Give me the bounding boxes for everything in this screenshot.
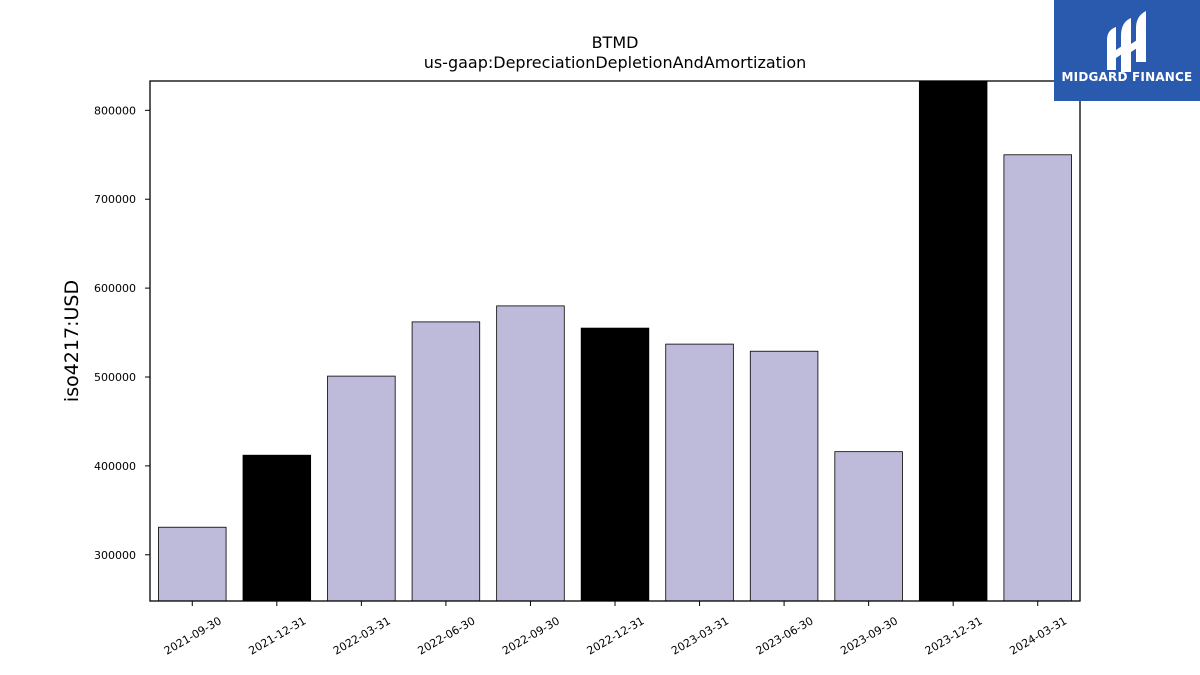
y-axis: 300000 400000 500000 600000 700000 800000 (94, 104, 150, 562)
bar-2021-12-31 (242, 454, 312, 602)
bar-2024-03-31 (1003, 154, 1072, 602)
x-tick-label: 2023-03-31 (669, 614, 731, 657)
bar-2022-03-31 (327, 375, 396, 602)
bar-2023-06-30 (749, 350, 819, 602)
x-tick-label: 2021-09-30 (162, 614, 224, 657)
x-tick-label: 2023-12-31 (923, 614, 985, 657)
chart-title: BTMD (592, 33, 639, 52)
y-tick-label: 700000 (94, 193, 136, 206)
y-axis-label: iso4217:USD (61, 280, 83, 402)
x-tick-label: 2023-09-30 (838, 614, 900, 657)
y-tick-label: 400000 (94, 460, 136, 473)
bar-2022-06-30 (411, 321, 481, 602)
logo-text: MIDGARD FINANCE (1062, 70, 1193, 84)
x-tick-label: 2024-03-31 (1007, 614, 1069, 657)
x-axis: 2021-09-30 2021-12-31 2022-03-31 2022-06-30… (162, 601, 1069, 658)
bars (158, 80, 1072, 602)
x-tick-label: 2022-12-31 (585, 614, 647, 657)
bar-2022-09-30 (496, 305, 565, 602)
y-tick-label: 500000 (94, 371, 136, 384)
y-tick-label: 300000 (94, 549, 136, 562)
bar-2021-09-30 (158, 526, 227, 602)
x-tick-label: 2022-06-30 (416, 614, 478, 657)
y-tick-label: 600000 (94, 282, 136, 295)
y-tick-label: 800000 (94, 104, 136, 117)
x-tick-label: 2022-09-30 (500, 614, 562, 657)
bar-2023-03-31 (665, 343, 734, 602)
bar-2022-12-31 (580, 327, 650, 602)
x-tick-label: 2022-03-31 (331, 614, 393, 657)
bar-2023-09-30 (834, 451, 903, 602)
chart-subtitle: us-gaap:DepreciationDepletionAndAmortiza… (424, 53, 807, 72)
x-tick-label: 2023-06-30 (754, 614, 816, 657)
bar-2023-12-31 (918, 80, 988, 602)
x-tick-label: 2021-12-31 (246, 614, 308, 657)
midgard-m-logo-icon (1107, 11, 1146, 72)
midgard-finance-logo: MIDGARD FINANCE (1054, 0, 1200, 101)
